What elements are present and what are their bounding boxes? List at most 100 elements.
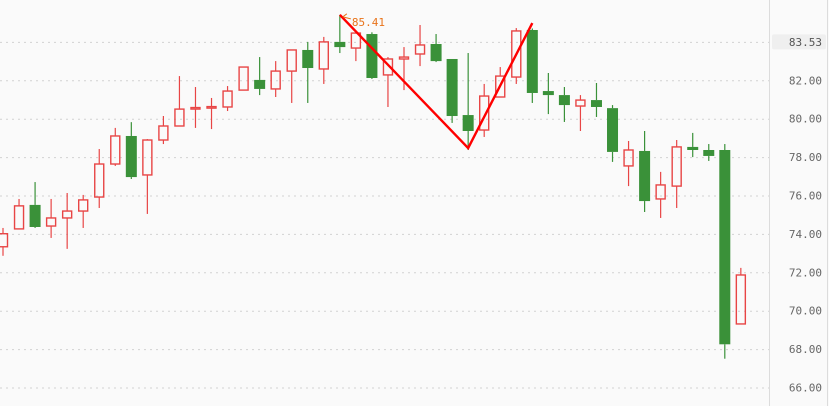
candle-body bbox=[446, 58, 458, 117]
candle-body bbox=[302, 49, 314, 69]
candle-down bbox=[302, 41, 314, 103]
candle-body bbox=[254, 79, 266, 89]
candle-up bbox=[350, 32, 362, 62]
candle-body bbox=[61, 210, 73, 219]
candle-body bbox=[542, 91, 554, 96]
candle-body bbox=[495, 75, 506, 98]
candle-down bbox=[334, 14, 346, 54]
y-tick-label: 66.00 bbox=[789, 382, 822, 395]
candle-body bbox=[366, 34, 378, 78]
candle-down bbox=[590, 82, 602, 117]
candle-body bbox=[639, 150, 651, 202]
candle-body bbox=[125, 135, 137, 178]
candle-down bbox=[446, 58, 458, 123]
candle-up bbox=[495, 67, 506, 98]
high-price-label: 85.41 bbox=[352, 16, 385, 29]
candle-body bbox=[462, 115, 474, 131]
candle-up bbox=[575, 95, 586, 131]
candle-up bbox=[0, 227, 9, 256]
candle-down bbox=[366, 32, 378, 79]
candle-up bbox=[206, 97, 217, 130]
last-price-box bbox=[772, 34, 826, 50]
candle-up bbox=[61, 193, 73, 249]
candle-body bbox=[719, 149, 731, 345]
candle-body bbox=[735, 274, 747, 325]
candle-body bbox=[414, 44, 426, 55]
candle-body bbox=[382, 58, 394, 76]
candle-up bbox=[110, 127, 121, 166]
candle-body bbox=[45, 217, 57, 227]
candle-down bbox=[254, 57, 266, 96]
candle-up bbox=[174, 76, 185, 127]
candle-body bbox=[318, 41, 329, 70]
candle-up bbox=[190, 87, 201, 128]
candle-body bbox=[398, 56, 410, 60]
candle-up bbox=[286, 49, 297, 103]
y-tick-label: 78.00 bbox=[789, 151, 822, 164]
candle-body bbox=[94, 163, 105, 198]
candle-body bbox=[238, 66, 249, 91]
v-pattern-line bbox=[338, 13, 534, 151]
candle-down bbox=[607, 105, 619, 162]
y-tick-label: 76.00 bbox=[789, 190, 822, 203]
candles bbox=[0, 14, 747, 359]
candle-body bbox=[77, 199, 89, 212]
y-axis-ticks: 66.00 68.00 70.00 72.00 74.00 76.00 78.00 80.00… bbox=[789, 74, 822, 394]
candle-up bbox=[13, 198, 25, 230]
candle-body bbox=[286, 49, 297, 72]
candle-body bbox=[174, 108, 185, 127]
y-tick-label: 72.00 bbox=[789, 266, 822, 279]
candle-body bbox=[479, 95, 490, 131]
candle-down bbox=[542, 73, 554, 115]
candle-up bbox=[45, 198, 57, 238]
candle-down bbox=[125, 122, 137, 179]
candle-up bbox=[318, 36, 329, 84]
candle-up bbox=[414, 25, 426, 67]
candle-body bbox=[142, 139, 153, 176]
annotations: 85.41 bbox=[338, 13, 534, 151]
arrow-left-icon bbox=[342, 13, 351, 20]
candle-body bbox=[575, 99, 586, 107]
candle-up bbox=[382, 57, 394, 107]
candle-body bbox=[29, 204, 41, 227]
candle-up bbox=[398, 47, 410, 91]
y-tick-label: 68.00 bbox=[789, 343, 822, 356]
candle-body bbox=[703, 149, 715, 156]
candle-up bbox=[222, 86, 233, 112]
candle-body bbox=[607, 108, 619, 152]
candle-down bbox=[462, 53, 474, 150]
candle-up bbox=[735, 267, 747, 325]
y-tick-label: 74.00 bbox=[789, 228, 822, 241]
candle-up bbox=[142, 139, 153, 214]
candle-up bbox=[270, 61, 281, 98]
candle-down bbox=[719, 144, 731, 359]
candle-up bbox=[623, 140, 634, 187]
y-tick-label: 70.00 bbox=[789, 305, 822, 318]
candle-down bbox=[639, 130, 651, 213]
candle-up bbox=[158, 116, 169, 145]
candle-up bbox=[655, 171, 666, 218]
candle-down bbox=[687, 132, 699, 158]
candle-up bbox=[238, 66, 249, 91]
candle-up bbox=[479, 83, 490, 137]
candle-up bbox=[77, 194, 89, 228]
candle-body bbox=[0, 233, 9, 248]
candle-up bbox=[94, 149, 105, 208]
candle-body bbox=[158, 125, 169, 141]
candle-body bbox=[270, 70, 281, 90]
candle-down bbox=[703, 144, 715, 161]
candle-down bbox=[526, 28, 538, 103]
candle-body bbox=[511, 30, 522, 78]
candle-body bbox=[590, 100, 602, 107]
y-tick-label: 82.00 bbox=[789, 74, 822, 87]
candle-body bbox=[190, 106, 201, 110]
y-tick-label: 80.00 bbox=[789, 113, 822, 126]
grid-lines bbox=[0, 41, 769, 389]
candle-up bbox=[511, 28, 522, 84]
candle-up bbox=[671, 140, 682, 208]
candle-body bbox=[222, 90, 233, 108]
candle-body bbox=[334, 41, 346, 48]
candle-body bbox=[526, 29, 538, 93]
candle-body bbox=[13, 205, 25, 230]
